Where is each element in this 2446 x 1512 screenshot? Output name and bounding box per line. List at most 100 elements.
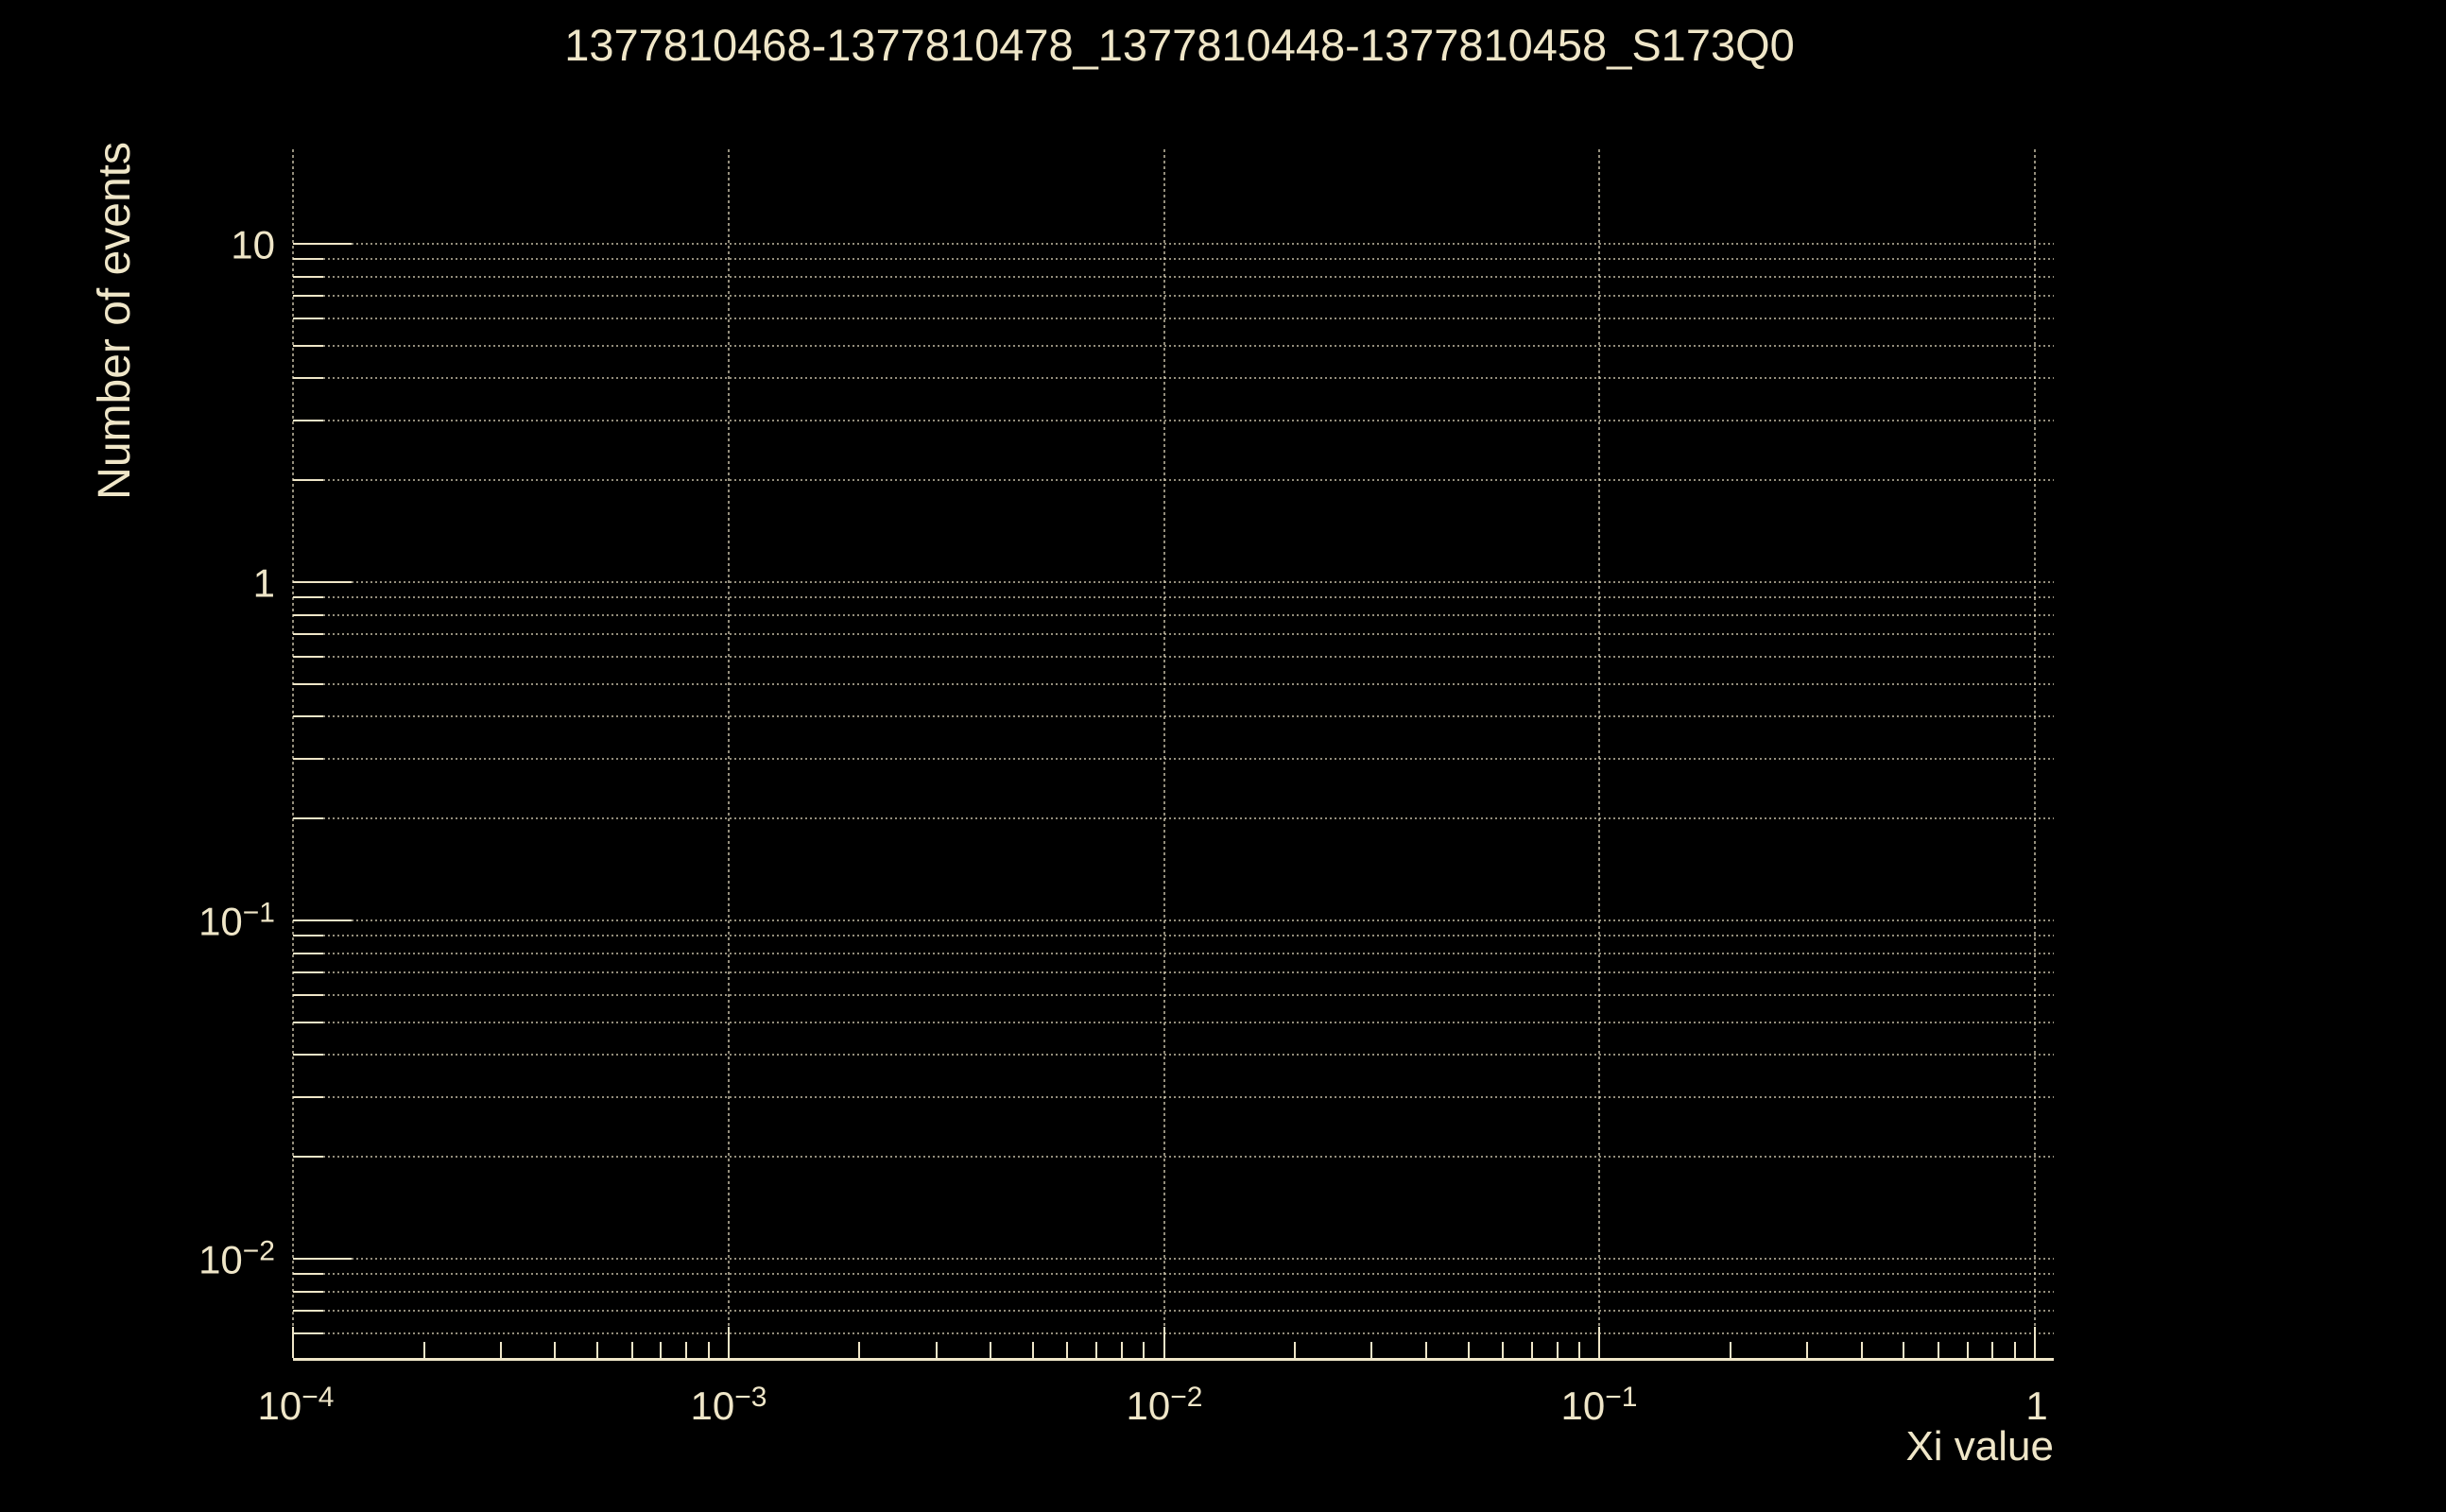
y-minor-tick <box>293 1021 323 1023</box>
y-minor-gridline <box>323 420 2054 422</box>
y-tick-base: 10 <box>198 1237 243 1282</box>
x-minor-tick <box>2013 1342 2016 1358</box>
x-minor-tick <box>707 1342 710 1358</box>
x-minor-tick <box>1370 1342 1373 1358</box>
x-minor-tick <box>1806 1342 1809 1358</box>
x-tick-exp: −1 <box>1605 1382 1638 1413</box>
y-major-gridline <box>352 1258 2054 1260</box>
y-major-gridline <box>352 243 2054 245</box>
x-minor-tick <box>596 1342 599 1358</box>
x-tick-label-1e-4: 10−4 <box>220 1383 371 1426</box>
x-minor-tick <box>1966 1342 1969 1358</box>
x-minor-tick <box>685 1342 688 1358</box>
y-major-tick <box>293 243 352 245</box>
x-minor-tick <box>1556 1342 1559 1358</box>
x-minor-tick <box>499 1342 502 1358</box>
x-tick-base: 10 <box>690 1383 735 1428</box>
y-minor-gridline <box>323 971 2054 974</box>
y-minor-tick <box>293 344 323 347</box>
x-minor-tick <box>1502 1342 1505 1358</box>
y-minor-tick <box>293 1273 323 1276</box>
x-minor-tick <box>1578 1342 1581 1358</box>
x-minor-tick <box>1066 1342 1069 1358</box>
x-major-tick <box>727 1327 730 1358</box>
y-minor-gridline <box>323 1156 2054 1159</box>
y-minor-tick <box>293 1310 323 1313</box>
x-tick-exp: −3 <box>734 1382 767 1413</box>
y-minor-gridline <box>323 935 2054 937</box>
y-minor-gridline <box>323 758 2054 761</box>
y-major-gridline <box>352 919 2054 921</box>
y-tick-exp: −2 <box>242 1235 275 1267</box>
y-minor-gridline <box>323 596 2054 599</box>
y-minor-gridline <box>323 1310 2054 1313</box>
y-minor-gridline <box>323 1273 2054 1276</box>
x-minor-tick <box>1860 1342 1863 1358</box>
y-major-tick <box>293 919 352 921</box>
y-major-gridline <box>352 581 2054 583</box>
y-minor-tick <box>293 633 323 636</box>
x-tick-base: 10 <box>257 1383 302 1428</box>
y-minor-gridline <box>323 258 2054 261</box>
y-minor-tick <box>293 715 323 718</box>
y-minor-tick <box>293 1096 323 1099</box>
y-tick-exp: −1 <box>242 897 275 929</box>
y-minor-tick <box>293 479 323 482</box>
y-minor-gridline <box>323 377 2054 380</box>
y-axis-title: Number of events <box>90 142 140 500</box>
x-tick-label-1: 1 <box>1961 1383 2112 1426</box>
y-minor-gridline <box>323 682 2054 685</box>
x-tick-label-1e-2: 10−2 <box>1089 1383 1240 1426</box>
y-minor-gridline <box>323 613 2054 616</box>
x-minor-tick <box>935 1342 938 1358</box>
y-minor-tick <box>293 994 323 997</box>
x-minor-tick <box>858 1342 861 1358</box>
y-tick-label-1e-1: 10−1 <box>198 897 275 944</box>
y-minor-gridline <box>323 1332 2054 1335</box>
x-major-tick <box>292 1327 294 1358</box>
x-major-tick <box>2034 1327 2036 1358</box>
y-minor-gridline <box>323 817 2054 820</box>
y-minor-gridline <box>323 952 2054 954</box>
x-major-gridline <box>727 149 730 1358</box>
y-minor-tick <box>293 420 323 422</box>
x-major-tick <box>1163 1327 1165 1358</box>
y-minor-gridline <box>323 275 2054 278</box>
y-minor-tick <box>293 935 323 937</box>
y-minor-tick <box>293 613 323 616</box>
x-minor-tick <box>660 1342 663 1358</box>
x-major-gridline <box>292 149 294 1358</box>
x-tick-label-1e-3: 10−3 <box>653 1383 804 1426</box>
y-minor-gridline <box>323 994 2054 997</box>
chart-title: 1377810468-1377810478_1377810448-1377810… <box>564 20 1795 70</box>
y-tick-label-1e-2: 10−2 <box>198 1235 275 1282</box>
y-minor-gridline <box>323 715 2054 718</box>
x-tick-exp: −2 <box>1170 1382 1203 1413</box>
y-minor-gridline <box>323 295 2054 298</box>
y-minor-tick <box>293 682 323 685</box>
x-minor-tick <box>1095 1342 1098 1358</box>
y-minor-gridline <box>323 656 2054 659</box>
y-tick-base: 1 <box>252 560 275 606</box>
x-minor-tick <box>1294 1342 1297 1358</box>
y-minor-tick <box>293 817 323 820</box>
y-minor-tick <box>293 318 323 320</box>
x-minor-tick <box>1424 1342 1427 1358</box>
y-minor-gridline <box>323 318 2054 320</box>
x-tick-label-1e-1: 10−1 <box>1524 1383 1675 1426</box>
y-tick-base: 10 <box>231 222 275 267</box>
y-tick-label-1: 1 <box>253 561 275 604</box>
x-minor-tick <box>422 1342 425 1358</box>
x-minor-tick <box>1530 1342 1533 1358</box>
x-tick-base: 10 <box>1126 1383 1171 1428</box>
y-minor-gridline <box>323 1054 2054 1057</box>
x-minor-tick <box>1120 1342 1123 1358</box>
y-minor-tick <box>293 275 323 278</box>
y-tick-label-10: 10 <box>231 223 275 266</box>
x-minor-tick <box>1991 1342 1994 1358</box>
y-tick-base: 10 <box>198 899 243 944</box>
x-major-gridline <box>1163 149 1165 1358</box>
y-minor-tick <box>293 1290 323 1293</box>
x-major-tick <box>1598 1327 1601 1358</box>
